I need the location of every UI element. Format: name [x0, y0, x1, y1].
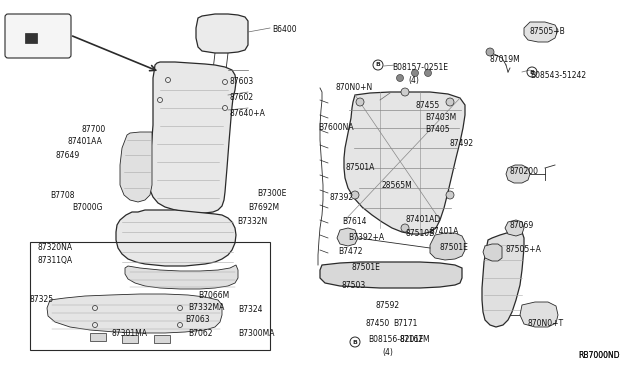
- Polygon shape: [149, 62, 236, 213]
- Circle shape: [412, 70, 419, 77]
- Text: 87450: 87450: [365, 318, 389, 327]
- Text: RB7000ND: RB7000ND: [578, 350, 620, 359]
- Circle shape: [401, 224, 409, 232]
- Text: B7300MA: B7300MA: [238, 328, 275, 337]
- Text: B08156-8201F: B08156-8201F: [368, 336, 424, 344]
- Text: 87505+B: 87505+B: [530, 28, 566, 36]
- Text: B: B: [529, 70, 534, 74]
- Text: 87602: 87602: [230, 93, 254, 103]
- Text: B7692M: B7692M: [248, 202, 279, 212]
- Polygon shape: [520, 302, 558, 327]
- Text: 87301MA: 87301MA: [112, 328, 148, 337]
- Text: RB7000ND: RB7000ND: [578, 350, 620, 359]
- Bar: [122, 335, 138, 343]
- Text: (4): (4): [408, 76, 419, 84]
- Text: 87492: 87492: [450, 138, 474, 148]
- Text: 870N0+T: 870N0+T: [528, 318, 564, 327]
- Text: 87505+A: 87505+A: [505, 246, 541, 254]
- Text: B7405: B7405: [425, 125, 450, 135]
- Circle shape: [446, 191, 454, 199]
- Polygon shape: [47, 294, 222, 333]
- Text: B7300E: B7300E: [257, 189, 286, 198]
- Polygon shape: [125, 265, 238, 289]
- Text: 870N0+N: 870N0+N: [335, 83, 372, 93]
- Text: B7324: B7324: [238, 305, 262, 314]
- Text: 87503: 87503: [342, 280, 366, 289]
- Text: B6400: B6400: [272, 26, 296, 35]
- Text: 87401AD: 87401AD: [405, 215, 440, 224]
- Circle shape: [351, 191, 359, 199]
- Text: 87649: 87649: [55, 151, 79, 160]
- Circle shape: [446, 98, 454, 106]
- Text: 87401A: 87401A: [430, 228, 460, 237]
- Text: B7332MA: B7332MA: [188, 304, 225, 312]
- Text: B7062: B7062: [188, 328, 212, 337]
- Text: B7171: B7171: [393, 318, 417, 327]
- Text: B7614: B7614: [342, 218, 367, 227]
- Bar: [30, 242, 270, 350]
- Text: B7392+A: B7392+A: [348, 234, 384, 243]
- Text: 870200: 870200: [510, 167, 539, 176]
- Text: 87501E: 87501E: [352, 263, 381, 273]
- Text: 87392: 87392: [330, 192, 354, 202]
- Text: B7708: B7708: [50, 190, 74, 199]
- Circle shape: [356, 98, 364, 106]
- Bar: [154, 335, 170, 343]
- Text: B: B: [353, 340, 357, 344]
- Text: B: B: [376, 62, 380, 67]
- Text: 87455: 87455: [415, 100, 439, 109]
- Text: 87325: 87325: [30, 295, 54, 305]
- Polygon shape: [320, 262, 462, 288]
- Text: 87162M: 87162M: [400, 336, 431, 344]
- Polygon shape: [430, 233, 465, 260]
- Polygon shape: [506, 165, 530, 183]
- Text: 87401AA: 87401AA: [68, 138, 103, 147]
- Text: 87603: 87603: [230, 77, 254, 87]
- Polygon shape: [482, 230, 524, 327]
- Text: 87510B: 87510B: [405, 228, 435, 237]
- Polygon shape: [337, 228, 358, 246]
- Text: 28565M: 28565M: [382, 180, 413, 189]
- Bar: [90, 333, 106, 341]
- Text: B7066M: B7066M: [198, 291, 229, 299]
- Text: B08157-0251E: B08157-0251E: [392, 64, 448, 73]
- Text: 87320NA: 87320NA: [38, 244, 73, 253]
- Text: (4): (4): [382, 347, 393, 356]
- Polygon shape: [196, 14, 248, 53]
- Polygon shape: [505, 220, 524, 236]
- Polygon shape: [120, 132, 152, 202]
- Text: B08543-51242: B08543-51242: [530, 71, 586, 80]
- Circle shape: [401, 88, 409, 96]
- Text: 87640+A: 87640+A: [230, 109, 266, 118]
- Text: B7403M: B7403M: [425, 113, 456, 122]
- Circle shape: [424, 70, 431, 77]
- Polygon shape: [344, 92, 465, 234]
- Text: 87069: 87069: [510, 221, 534, 230]
- Polygon shape: [524, 22, 558, 42]
- Bar: [25, 33, 37, 43]
- Polygon shape: [483, 244, 502, 261]
- Text: B7000G: B7000G: [72, 203, 102, 212]
- FancyBboxPatch shape: [5, 14, 71, 58]
- Text: 87311QA: 87311QA: [38, 257, 73, 266]
- Text: 87019M: 87019M: [490, 55, 521, 64]
- Circle shape: [486, 48, 494, 56]
- Text: 87592: 87592: [375, 301, 399, 310]
- Text: B7063: B7063: [185, 315, 210, 324]
- Circle shape: [397, 74, 403, 81]
- Text: 87700: 87700: [82, 125, 106, 135]
- Text: B7332N: B7332N: [237, 217, 268, 225]
- Polygon shape: [116, 210, 236, 266]
- Text: B7600NA: B7600NA: [318, 124, 354, 132]
- Text: B7472: B7472: [338, 247, 362, 257]
- Text: 87501E: 87501E: [440, 244, 469, 253]
- Text: 87501A: 87501A: [345, 164, 374, 173]
